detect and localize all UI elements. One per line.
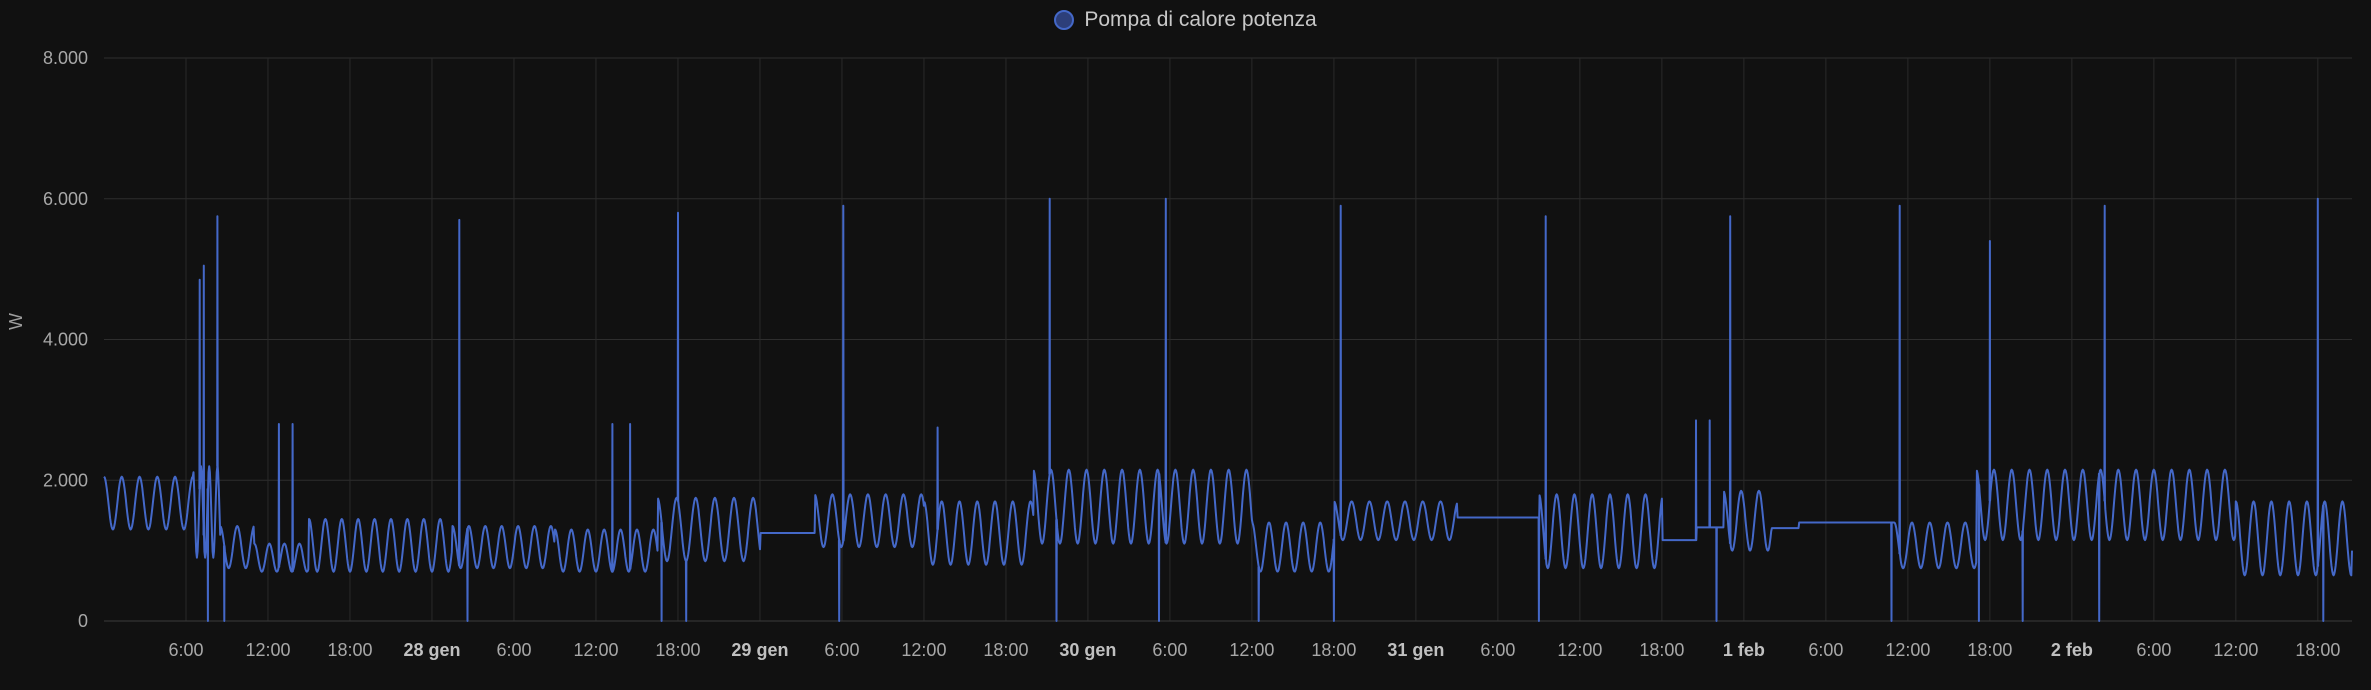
chart-legend[interactable]: Pompa di calore potenza bbox=[0, 8, 2371, 32]
x-tick-label: 6:00 bbox=[496, 640, 531, 660]
x-tick-label: 6:00 bbox=[1808, 640, 1843, 660]
x-tick-label: 29 gen bbox=[731, 640, 788, 660]
x-tick-label: 1 feb bbox=[1723, 640, 1765, 660]
y-tick-label: 6.000 bbox=[43, 189, 88, 209]
x-tick-label: 12:00 bbox=[1885, 640, 1930, 660]
x-tick-label: 18:00 bbox=[327, 640, 372, 660]
legend-swatch bbox=[1054, 10, 1075, 30]
series-line-pompa-di-calore-potenza bbox=[103, 197, 2353, 622]
x-tick-label: 6:00 bbox=[168, 640, 203, 660]
x-tick-label: 6:00 bbox=[1152, 640, 1187, 660]
x-tick-label: 18:00 bbox=[983, 640, 1028, 660]
x-tick-label: 6:00 bbox=[1480, 640, 1515, 660]
x-tick-label: 6:00 bbox=[824, 640, 859, 660]
x-tick-label: 12:00 bbox=[573, 640, 618, 660]
x-tick-label: 12:00 bbox=[1229, 640, 1274, 660]
y-tick-label: 8.000 bbox=[43, 48, 88, 68]
x-tick-label: 18:00 bbox=[1311, 640, 1356, 660]
x-tick-label: 31 gen bbox=[1387, 640, 1444, 660]
x-tick-label: 18:00 bbox=[1967, 640, 2012, 660]
x-tick-label: 2 feb bbox=[2051, 640, 2093, 660]
x-tick-label: 18:00 bbox=[1639, 640, 1684, 660]
y-tick-label: 2.000 bbox=[43, 470, 88, 490]
x-tick-label: 12:00 bbox=[901, 640, 946, 660]
x-tick-label: 6:00 bbox=[2136, 640, 2171, 660]
x-tick-label: 12:00 bbox=[1557, 640, 1602, 660]
x-tick-label: 28 gen bbox=[403, 640, 460, 660]
y-tick-label: 0 bbox=[78, 611, 88, 631]
legend-label: Pompa di calore potenza bbox=[1084, 8, 1317, 31]
x-tick-label: 12:00 bbox=[2213, 640, 2258, 660]
y-tick-label: 4.000 bbox=[43, 330, 88, 350]
x-tick-label: 30 gen bbox=[1059, 640, 1116, 660]
x-tick-label: 18:00 bbox=[2295, 640, 2340, 660]
x-tick-label: 18:00 bbox=[655, 640, 700, 660]
x-tick-label: 12:00 bbox=[245, 640, 290, 660]
